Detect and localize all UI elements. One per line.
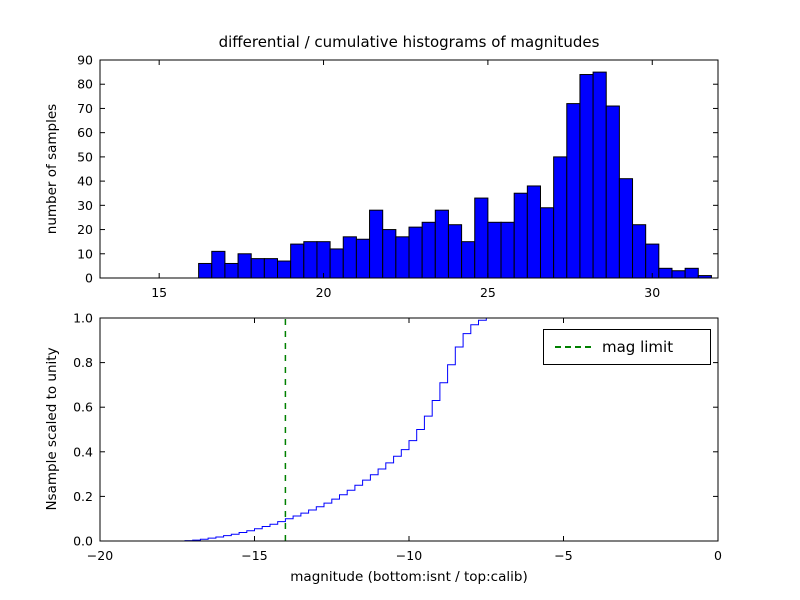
svg-text:40: 40 (77, 174, 93, 189)
svg-text:30: 30 (644, 285, 660, 300)
svg-text:80: 80 (77, 77, 93, 92)
svg-text:20: 20 (77, 222, 93, 237)
svg-text:90: 90 (77, 53, 93, 68)
top-y-axis-label: number of samples (44, 103, 60, 235)
svg-text:−5: −5 (554, 548, 572, 563)
svg-text:10: 10 (77, 246, 93, 261)
svg-text:0: 0 (714, 548, 722, 563)
legend-label: mag limit (602, 338, 674, 356)
svg-text:50: 50 (77, 149, 93, 164)
legend: mag limit (543, 329, 711, 365)
svg-text:60: 60 (77, 125, 93, 140)
chart-title: differential / cumulative histograms of … (218, 33, 600, 51)
svg-text:0.6: 0.6 (73, 400, 93, 415)
svg-text:15: 15 (151, 285, 167, 300)
svg-text:20: 20 (316, 285, 332, 300)
svg-text:1.0: 1.0 (73, 311, 93, 326)
dashed-line-icon (555, 346, 591, 348)
svg-text:−10: −10 (396, 548, 422, 563)
svg-text:0.8: 0.8 (73, 355, 93, 370)
svg-text:−20: −20 (87, 548, 113, 563)
svg-text:0.4: 0.4 (73, 444, 93, 459)
x-axis-label: magnitude (bottom:isnt / top:calib) (290, 569, 528, 585)
bottom-y-axis-label: Nsample scaled to unity (44, 347, 60, 511)
svg-text:30: 30 (77, 198, 93, 213)
svg-text:0.0: 0.0 (73, 534, 93, 549)
svg-text:25: 25 (480, 285, 496, 300)
svg-text:0: 0 (85, 271, 93, 286)
svg-text:0.2: 0.2 (73, 489, 93, 504)
svg-text:70: 70 (77, 101, 93, 116)
svg-text:−15: −15 (241, 548, 267, 563)
